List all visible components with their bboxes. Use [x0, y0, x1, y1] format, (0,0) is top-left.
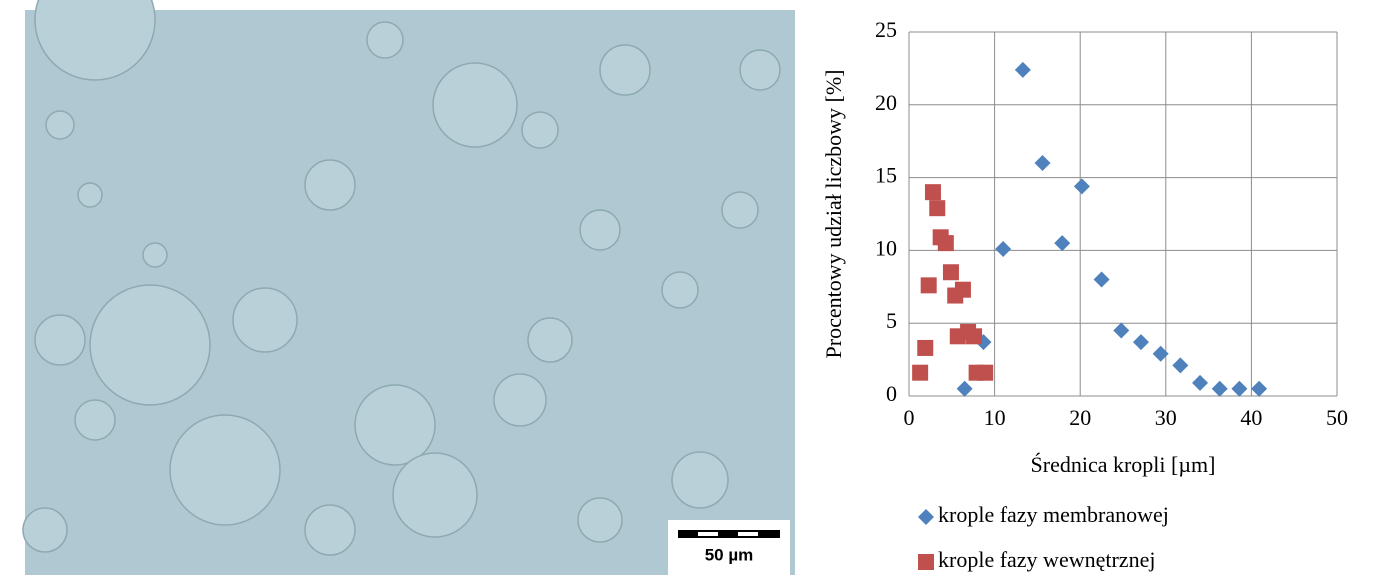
- scale-bar-segment: [738, 532, 758, 536]
- y-tick-label: 15: [875, 163, 897, 188]
- square-marker: [929, 200, 946, 217]
- diamond-marker: [1054, 235, 1071, 252]
- scale-bar-box: [668, 520, 790, 575]
- square-marker: [966, 328, 983, 345]
- x-tick-label: 40: [1240, 405, 1262, 430]
- diamond-marker: [1014, 61, 1031, 78]
- diamond-marker: [956, 380, 973, 397]
- droplet: [739, 49, 781, 91]
- diamond-marker: [1073, 178, 1090, 195]
- diamond-marker: [1132, 334, 1149, 351]
- scale-bar: [678, 530, 780, 538]
- y-tick-label: 5: [886, 308, 897, 333]
- square-marker: [937, 235, 954, 252]
- droplet: [304, 159, 356, 211]
- droplet: [366, 21, 404, 59]
- diamond-marker: [1093, 271, 1110, 288]
- y-tick-label: 10: [875, 235, 897, 260]
- droplet: [169, 414, 281, 526]
- droplet: [89, 284, 211, 406]
- square-marker: [977, 364, 994, 381]
- droplet: [304, 504, 356, 556]
- droplet: [45, 110, 75, 140]
- droplet: [74, 399, 116, 441]
- diamond-marker: [1192, 374, 1209, 391]
- droplet: [142, 242, 168, 268]
- square-marker: [917, 339, 934, 356]
- legend-marker: [918, 554, 934, 570]
- y-tick-label: 25: [875, 17, 897, 42]
- square-marker: [912, 364, 929, 381]
- diamond-marker: [1113, 322, 1130, 339]
- droplet: [34, 314, 86, 366]
- droplet: [577, 497, 623, 543]
- diamond-marker: [1152, 345, 1169, 362]
- diamond-marker: [1231, 380, 1248, 397]
- square-marker: [924, 184, 941, 201]
- square-marker: [954, 281, 971, 298]
- square-marker: [942, 264, 959, 281]
- y-tick-label: 20: [875, 90, 897, 115]
- diamond-marker: [1172, 357, 1189, 374]
- x-tick-label: 20: [1069, 405, 1091, 430]
- x-tick-label: 0: [904, 405, 915, 430]
- square-marker: [920, 277, 937, 294]
- droplet: [661, 271, 699, 309]
- x-tick-label: 30: [1155, 405, 1177, 430]
- x-tick-label: 50: [1326, 405, 1348, 430]
- droplet: [232, 287, 298, 353]
- y-tick-label: 0: [886, 381, 897, 406]
- droplet: [493, 373, 547, 427]
- x-tick-label: 10: [984, 405, 1006, 430]
- legend-label: krople fazy membranowej: [938, 502, 1169, 527]
- legend-marker: [918, 509, 934, 525]
- y-axis-title: Procentowy udział liczbowy [%]: [821, 70, 846, 359]
- droplet: [34, 0, 156, 81]
- micrograph: 50 µm: [22, 0, 795, 575]
- legend-label: krople fazy wewnętrznej: [938, 547, 1155, 572]
- droplet: [432, 62, 518, 148]
- x-axis-title: Średnica kropli [µm]: [1031, 452, 1216, 477]
- droplet: [721, 191, 759, 229]
- diamond-marker: [995, 240, 1012, 257]
- diamond-marker: [1211, 380, 1228, 397]
- droplet: [392, 452, 478, 538]
- droplet: [521, 111, 559, 149]
- droplet: [354, 384, 436, 466]
- droplet: [599, 44, 651, 96]
- droplet: [671, 451, 729, 509]
- scale-bar-segment: [698, 532, 718, 536]
- diamond-marker: [1251, 380, 1268, 397]
- droplet: [22, 507, 68, 553]
- droplet: [579, 209, 621, 251]
- diamond-marker: [1034, 155, 1051, 172]
- droplet: [77, 182, 103, 208]
- scale-bar-label: 50 µm: [705, 545, 754, 564]
- droplet: [527, 317, 573, 363]
